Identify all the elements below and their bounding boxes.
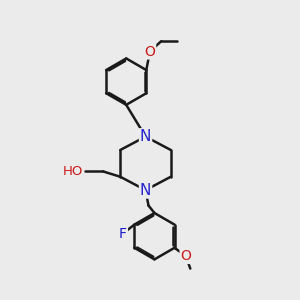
- Text: N: N: [140, 129, 151, 144]
- Text: F: F: [119, 226, 127, 241]
- Text: HO: HO: [62, 165, 83, 178]
- Text: O: O: [144, 45, 155, 58]
- Text: N: N: [140, 183, 151, 198]
- Text: O: O: [180, 249, 191, 263]
